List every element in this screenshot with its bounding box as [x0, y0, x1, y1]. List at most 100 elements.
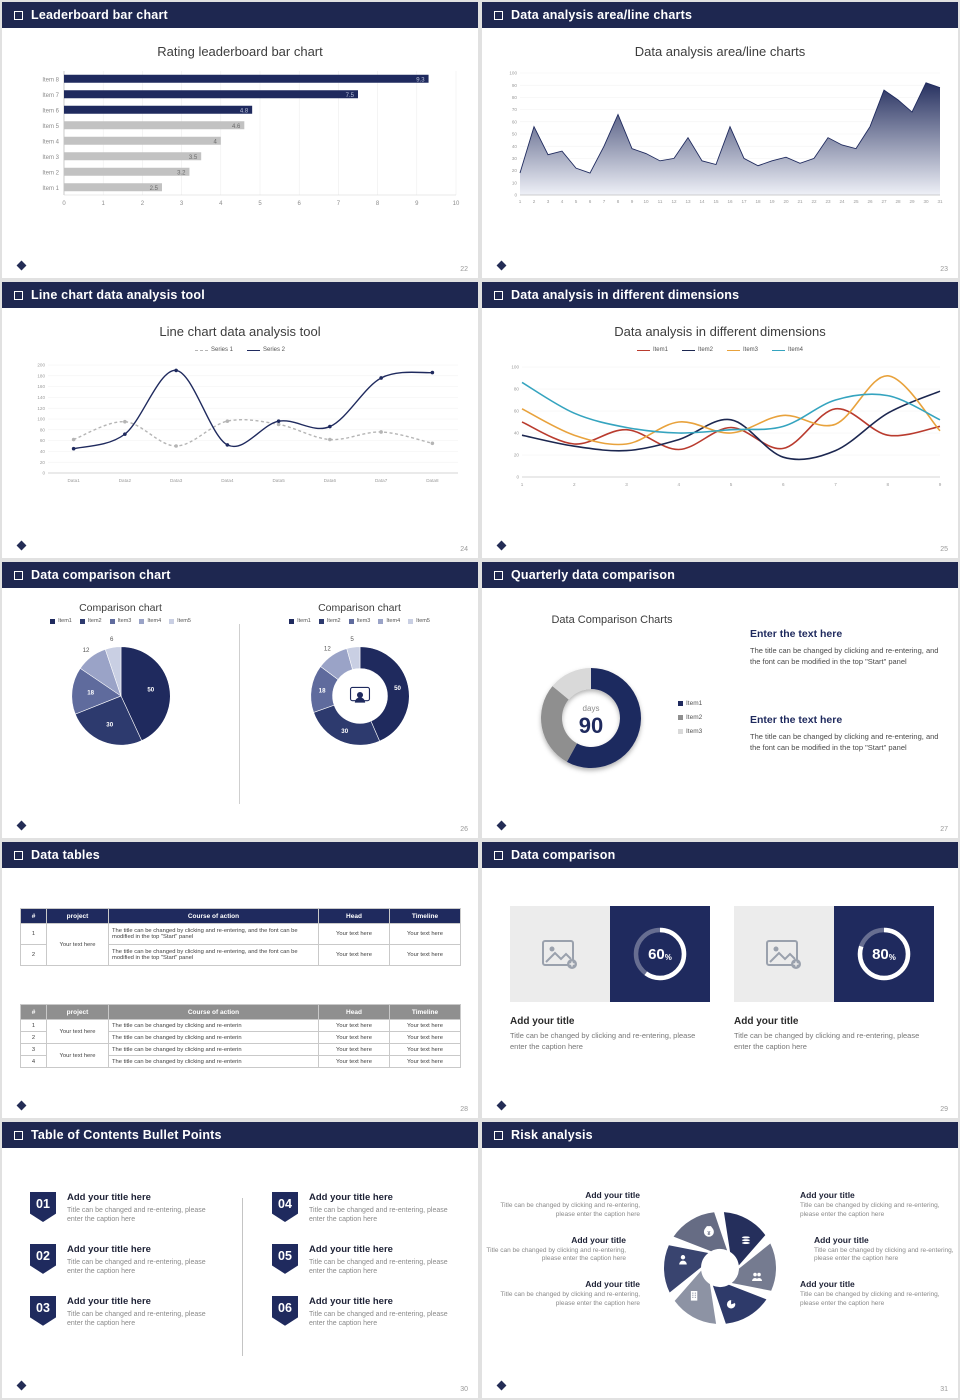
legend-label: Series 1	[210, 347, 233, 353]
slide-line-chart-tool: Line chart data analysis tool Line chart…	[0, 280, 480, 560]
toc-caption: Title can be changed and re-entering, pl…	[309, 1310, 448, 1328]
toc-title: Add your title here	[309, 1243, 393, 1255]
svg-text:60: 60	[512, 119, 518, 124]
legend-item: Item3	[348, 618, 370, 624]
slide-header-title: Line chart data analysis tool	[31, 288, 205, 302]
svg-text:3: 3	[547, 199, 550, 204]
person-icon	[349, 686, 370, 703]
svg-text:1: 1	[519, 199, 522, 204]
toc-title: Add your title here	[67, 1192, 151, 1203]
table-cell: 1	[20, 923, 47, 945]
risk-block: Add your title Title can be changed by cl…	[486, 1235, 626, 1265]
number-badge: 01	[30, 1192, 56, 1222]
svg-text:Data7: Data7	[375, 478, 388, 483]
legend-marker-icon	[247, 349, 260, 351]
slide-header: Table of Contents Bullet Points	[2, 1122, 478, 1148]
svg-text:0: 0	[514, 193, 517, 198]
table-cell: The title can be changed by clicking and…	[108, 1055, 319, 1068]
risk-caption: Title can be changed by clicking and re-…	[500, 1202, 640, 1218]
svg-text:19: 19	[769, 199, 775, 204]
svg-text:3.2: 3.2	[177, 171, 186, 177]
legend-marker-icon	[378, 618, 384, 624]
slide-header: Data tables	[2, 842, 478, 868]
legend-item: Item4	[378, 618, 400, 624]
slide-area-chart: Data analysis area/line charts Data anal…	[480, 0, 960, 280]
svg-text:Item 2: Item 2	[42, 171, 59, 177]
slide-header-title: Leaderboard bar chart	[31, 8, 168, 22]
toc-caption: Title can be changed and re-entering, pl…	[67, 1207, 206, 1224]
slide-body: Add your title Title can be changed by cl…	[482, 1148, 958, 1398]
table-cell: Your text here	[318, 944, 390, 966]
block-body: The title can be changed by clicking and…	[750, 732, 939, 753]
legend-marker-icon	[169, 618, 175, 624]
svg-text:¥: ¥	[707, 1231, 711, 1237]
table-cell: Your text here	[46, 923, 109, 966]
table-cell: 2	[20, 944, 47, 966]
legend-label: Item2	[686, 714, 703, 721]
svg-text:0: 0	[62, 201, 66, 207]
card-caption: Title can be changed by clicking and re-…	[734, 1031, 920, 1051]
legend-marker-icon	[678, 715, 683, 720]
legend-label: Item3	[743, 347, 759, 353]
bullet-square-icon	[14, 1130, 23, 1140]
comparison-card: 60% Add your title Title can be changed …	[510, 906, 710, 1052]
line-chart: 0 20 40 60 80 100 120 140 160 180 200 Data1 Data2 Dat…	[37, 363, 458, 483]
slide-header: Quarterly data comparison	[482, 562, 958, 588]
column-header: Course of action	[108, 908, 319, 924]
svg-text:9: 9	[939, 482, 942, 487]
page-number: 24	[460, 546, 468, 553]
legend-marker-icon	[636, 349, 650, 351]
legend-label: Item1	[686, 700, 703, 707]
legend-marker-icon	[348, 618, 354, 624]
svg-text:30: 30	[512, 156, 518, 161]
svg-text:9: 9	[631, 199, 634, 204]
legend-marker-icon	[289, 618, 295, 624]
slide-leaderboard-bar-chart: Leaderboard bar chart Rating leaderboard…	[0, 0, 480, 280]
legend-label: Item1	[652, 347, 668, 353]
progress-panel: 80%	[834, 906, 934, 1002]
toc-column-left: 01 Add your title here Title can be change…	[30, 1192, 235, 1329]
slide-quarterly-comparison: Quarterly data comparison Data Compariso…	[480, 560, 960, 840]
svg-text:5: 5	[350, 636, 354, 643]
chart-title: Data analysis area/line charts	[634, 44, 806, 59]
slide-header-title: Data analysis area/line charts	[511, 8, 693, 22]
text-block: Enter the text here The title can be cha…	[750, 714, 942, 754]
slide-body: Data analysis in different dimensions It…	[482, 308, 958, 558]
svg-text:Data4: Data4	[221, 478, 234, 483]
svg-text:6: 6	[589, 199, 592, 204]
svg-text:18: 18	[755, 199, 761, 204]
slide-header-title: Data analysis in different dimensions	[511, 288, 740, 302]
svg-text:5: 5	[258, 201, 262, 207]
svg-text:8: 8	[886, 482, 889, 487]
svg-text:100: 100	[511, 365, 519, 370]
slide-body: Line chart data analysis tool Series 1 Se…	[2, 308, 478, 558]
table-cell: The title can be changed by clicking and…	[108, 944, 319, 966]
svg-text:10: 10	[512, 180, 518, 185]
svg-text:22: 22	[811, 199, 817, 204]
legend-item: Item1	[289, 618, 311, 624]
svg-text:60: 60	[40, 438, 46, 443]
svg-text:4.6: 4.6	[232, 124, 241, 130]
slide-header: Data analysis area/line charts	[482, 2, 958, 28]
table-cell: 3	[20, 1043, 47, 1056]
svg-text:2: 2	[573, 482, 576, 487]
slide-body: Data Comparison Charts days 90 Item1 Item2…	[482, 588, 958, 838]
legend-item: Item4	[772, 347, 803, 353]
chart-title: Comparison chart	[79, 602, 162, 614]
column-header: Head	[318, 908, 390, 924]
legend-label: Item2	[87, 618, 102, 624]
slide-header: Data comparison	[482, 842, 958, 868]
svg-text:100: 100	[37, 417, 45, 422]
table-cell: Your text here	[318, 923, 390, 945]
toc-item: 04 Add your title here Title can be change…	[272, 1192, 477, 1225]
svg-text:160: 160	[37, 384, 45, 389]
coins-icon	[741, 1235, 751, 1245]
chart-title: Data Comparison Charts	[551, 614, 673, 626]
svg-text:Item 8: Item 8	[42, 78, 59, 84]
svg-text:200: 200	[37, 363, 45, 368]
legend-marker-icon	[727, 349, 740, 351]
slide-risk-analysis: Risk analysis Add your title Title can be…	[480, 1120, 960, 1400]
svg-text:4: 4	[561, 199, 564, 204]
slide-body: Comparison chart Item1 Item2 Item3 Item4 Ite…	[2, 588, 478, 838]
legend-item: Item2	[681, 347, 713, 353]
